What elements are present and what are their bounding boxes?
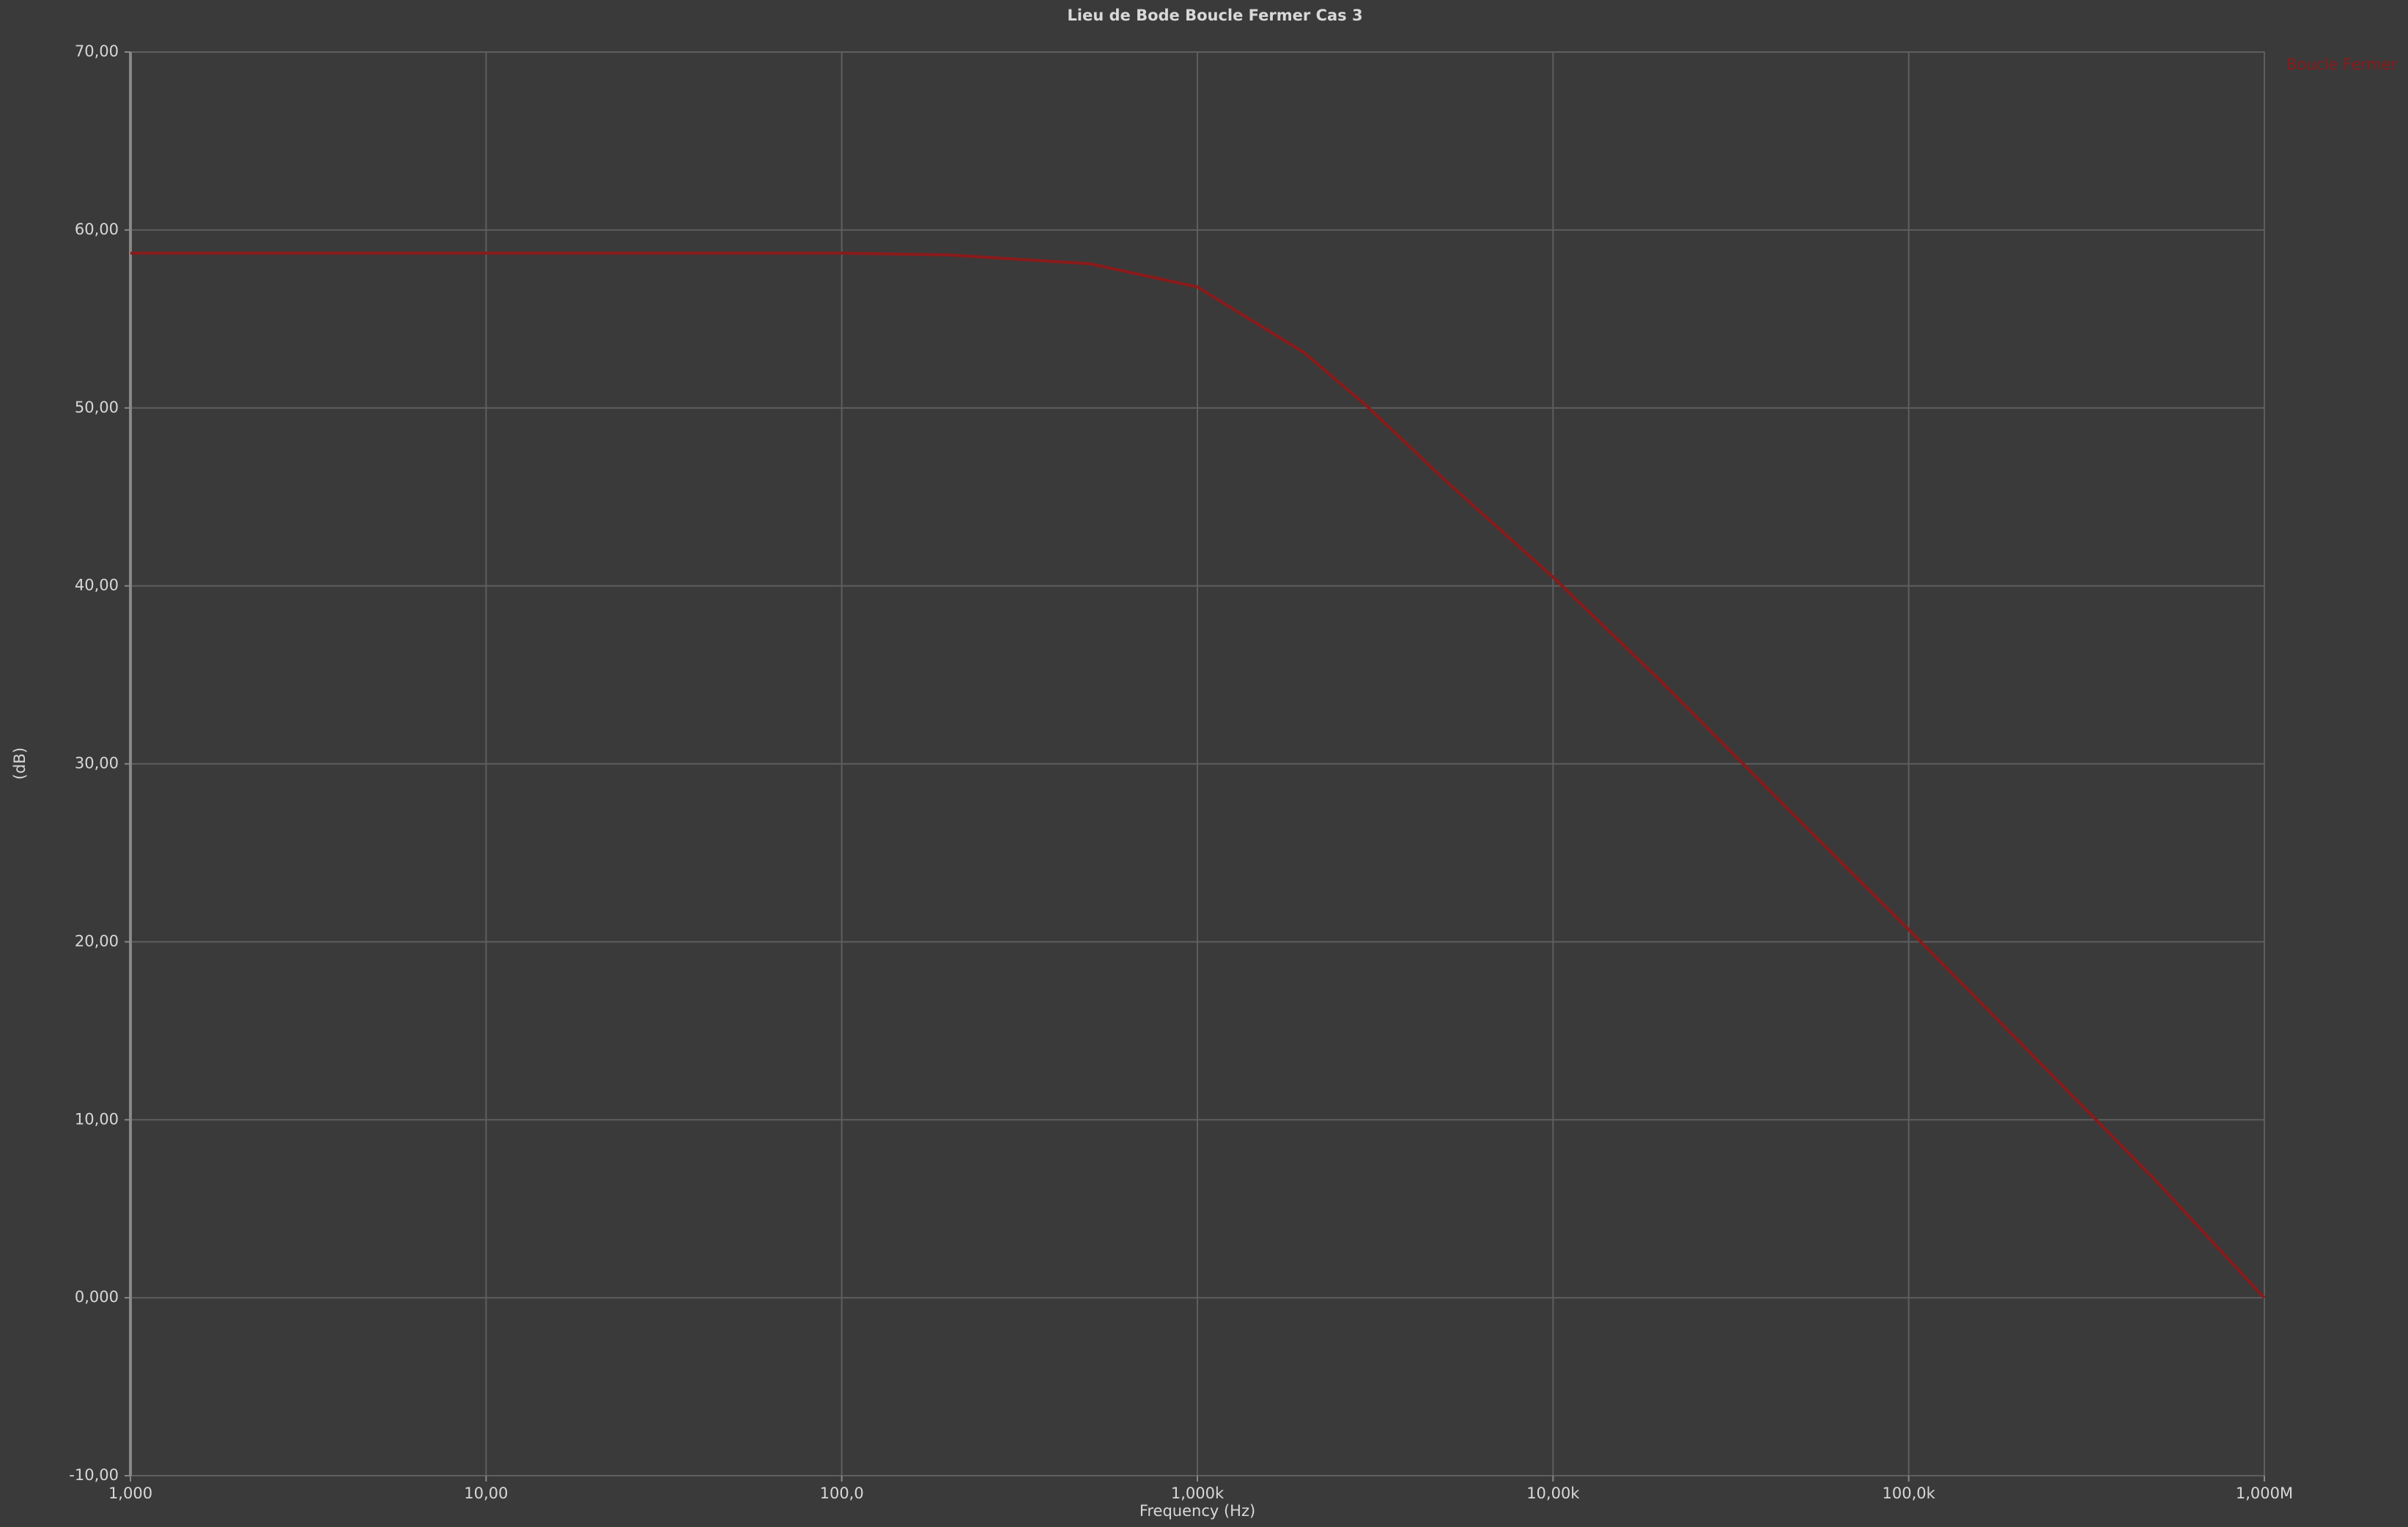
x-tick-label: 1,000 — [108, 1485, 152, 1502]
y-tick-label: 30,00 — [75, 755, 119, 772]
line-series — [130, 251, 2266, 1299]
x-tick-label: 1,000M — [2236, 1485, 2293, 1502]
x-axis-label: Frequency (Hz) — [1140, 1502, 1255, 1520]
y-tick-label: 0,000 — [75, 1288, 119, 1306]
legend-label: Boucle Fermer — [2286, 56, 2398, 73]
y-tick-label: 10,00 — [75, 1110, 119, 1128]
x-tick-label: 100,0 — [820, 1485, 864, 1502]
y-tick-label: 50,00 — [75, 399, 119, 416]
y-tick-label: 20,00 — [75, 932, 119, 950]
x-tick-label: 10,00k — [1526, 1485, 1580, 1502]
y-tick-label: 40,00 — [75, 577, 119, 594]
chart-title: Lieu de Bode Boucle Fermer Cas 3 — [1067, 7, 1362, 24]
y-tick-label: -10,00 — [69, 1466, 119, 1484]
x-tick-label: 1,000k — [1171, 1485, 1225, 1502]
x-tick-label: 100,0k — [1883, 1485, 1936, 1502]
x-tick-label: 10,00 — [464, 1485, 508, 1502]
y-tick-label: 60,00 — [75, 221, 119, 238]
y-tick-label: 70,00 — [75, 42, 119, 60]
y-axis-label: (dB) — [11, 747, 29, 780]
